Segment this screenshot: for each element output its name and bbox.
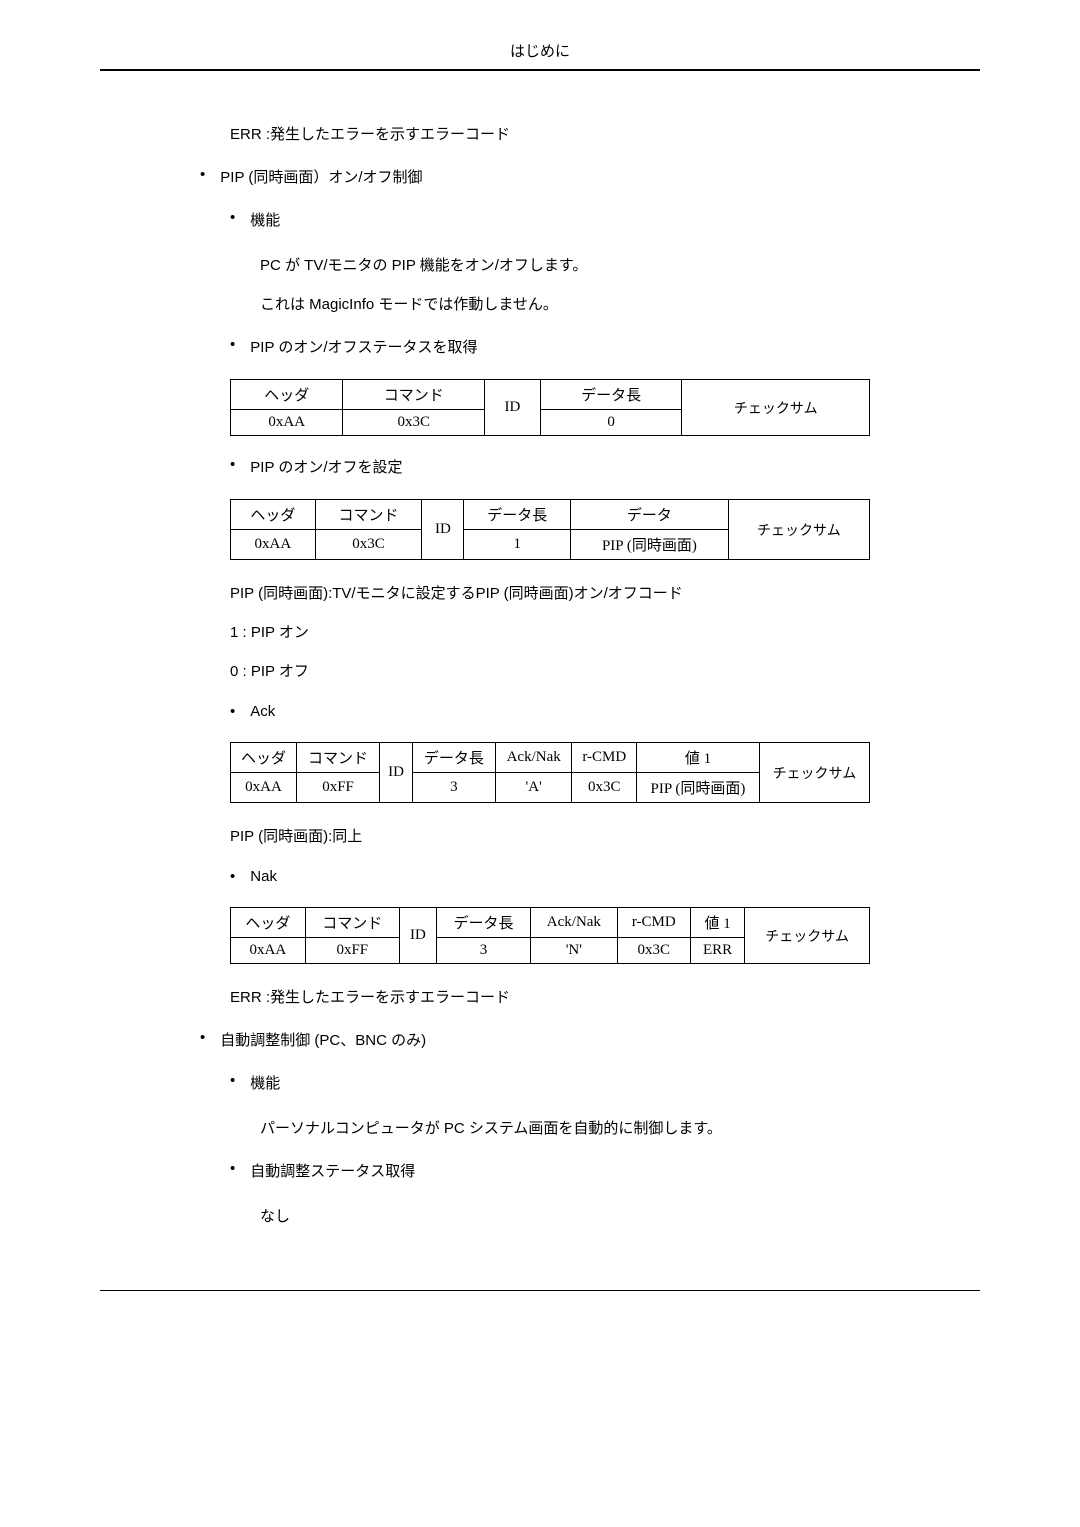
bullet-icon: • (230, 1072, 235, 1089)
th-rcmd: r-CMD (617, 908, 690, 938)
err-note-top: ERR :発生したエラーを示すエラーコード (230, 121, 980, 148)
bullet-icon: • (230, 868, 235, 885)
th-command: コマンド (305, 908, 399, 938)
th-id: ID (422, 500, 464, 560)
td-command: 0xFF (305, 938, 399, 964)
footer-divider (100, 1290, 980, 1291)
th-command: コマンド (343, 380, 485, 410)
td-data: PIP (同時画面) (571, 530, 729, 560)
th-acknak: Ack/Nak (495, 743, 571, 773)
td-value1: PIP (同時画面) (637, 773, 760, 803)
bullet-icon: • (200, 166, 205, 183)
th-acknak: Ack/Nak (531, 908, 618, 938)
td-nak: 'N' (531, 938, 618, 964)
th-checksum: チェックサム (682, 380, 870, 436)
page-title: はじめに (510, 43, 570, 60)
td-datalen: 3 (437, 938, 531, 964)
get-status-table: ヘッダ コマンド ID データ長 チェックサム 0xAA 0x3C 0 (230, 379, 870, 436)
auto-function-label: 機能 (250, 1072, 280, 1093)
table-row: ヘッダ コマンド ID データ長 データ チェックサム (231, 500, 870, 530)
pip-section-title: • PIP (同時画面）オン/オフ制御 (200, 166, 980, 187)
ack-table: ヘッダ コマンド ID データ長 Ack/Nak r-CMD 値 1 チェックサ… (230, 742, 870, 803)
td-datalen: 0 (540, 410, 682, 436)
th-command: コマンド (315, 500, 422, 530)
ack-label: Ack (250, 703, 275, 720)
set-status-label: PIP のオン/オフを設定 (250, 456, 402, 477)
th-datalen: データ長 (412, 743, 495, 773)
err-note-2: ERR :発生したエラーを示すエラーコード (230, 984, 980, 1011)
get-status-label: PIP のオン/オフステータスを取得 (250, 336, 477, 357)
table-row: ヘッダ コマンド ID データ長 Ack/Nak r-CMD 値 1 チェックサ… (231, 908, 870, 938)
th-header: ヘッダ (231, 908, 306, 938)
td-header: 0xAA (231, 773, 297, 803)
th-id: ID (485, 380, 541, 436)
th-checksum: チェックサム (728, 500, 869, 560)
function-item: • 機能 (230, 209, 980, 230)
bullet-icon: • (230, 209, 235, 226)
nak-label: Nak (250, 868, 277, 885)
th-data: データ (571, 500, 729, 530)
td-value1: ERR (690, 938, 744, 964)
auto-status-item: • 自動調整ステータス取得 (230, 1160, 980, 1181)
td-header: 0xAA (231, 938, 306, 964)
th-checksum: チェックサム (745, 908, 870, 964)
th-datalen: データ長 (437, 908, 531, 938)
ack-item: • Ack (230, 703, 980, 720)
td-header: 0xAA (231, 530, 316, 560)
page-header: はじめに (100, 40, 980, 71)
function-label: 機能 (250, 209, 280, 230)
bullet-icon: • (200, 1029, 205, 1046)
th-header: ヘッダ (231, 380, 343, 410)
nak-table: ヘッダ コマンド ID データ長 Ack/Nak r-CMD 値 1 チェックサ… (230, 907, 870, 964)
th-checksum: チェックサム (759, 743, 869, 803)
th-datalen: データ長 (540, 380, 682, 410)
auto-function-desc: パーソナルコンピュータが PC システム画面を自動的に制御します。 (260, 1115, 980, 1142)
bullet-icon: • (230, 336, 235, 353)
th-datalen: データ長 (464, 500, 571, 530)
function-desc: PC が TV/モニタの PIP 機能をオン/オフします。 これは MagicI… (260, 252, 980, 318)
th-rcmd: r-CMD (572, 743, 637, 773)
td-rcmd: 0x3C (572, 773, 637, 803)
table-row: ヘッダ コマンド ID データ長 Ack/Nak r-CMD 値 1 チェックサ… (231, 743, 870, 773)
td-header: 0xAA (231, 410, 343, 436)
table-row: ヘッダ コマンド ID データ長 チェックサム (231, 380, 870, 410)
th-value1: 値 1 (690, 908, 744, 938)
td-command: 0x3C (315, 530, 422, 560)
th-id: ID (380, 743, 413, 803)
auto-function-item: • 機能 (230, 1072, 980, 1093)
td-datalen: 1 (464, 530, 571, 560)
set-status-table: ヘッダ コマンド ID データ長 データ チェックサム 0xAA 0x3C 1 … (230, 499, 870, 560)
th-header: ヘッダ (231, 743, 297, 773)
bullet-icon: • (230, 456, 235, 473)
nak-item: • Nak (230, 868, 980, 885)
th-command: コマンド (297, 743, 380, 773)
td-rcmd: 0x3C (617, 938, 690, 964)
th-header: ヘッダ (231, 500, 316, 530)
pip-code-desc: PIP (同時画面):TV/モニタに設定するPIP (同時画面)オン/オフコード… (230, 580, 980, 685)
th-value1: 値 1 (637, 743, 760, 773)
td-datalen: 3 (412, 773, 495, 803)
bullet-icon: • (230, 703, 235, 720)
pip-same-desc: PIP (同時画面):同上 (230, 823, 980, 850)
auto-section-title: • 自動調整制御 (PC、BNC のみ) (200, 1029, 980, 1050)
auto-status-desc: なし (260, 1203, 980, 1230)
td-command: 0x3C (343, 410, 485, 436)
th-id: ID (399, 908, 436, 964)
auto-status-label: 自動調整ステータス取得 (250, 1160, 415, 1181)
bullet-icon: • (230, 1160, 235, 1177)
td-ack: 'A' (495, 773, 571, 803)
set-status-item: • PIP のオン/オフを設定 (230, 456, 980, 477)
get-status-item: • PIP のオン/オフステータスを取得 (230, 336, 980, 357)
td-command: 0xFF (297, 773, 380, 803)
